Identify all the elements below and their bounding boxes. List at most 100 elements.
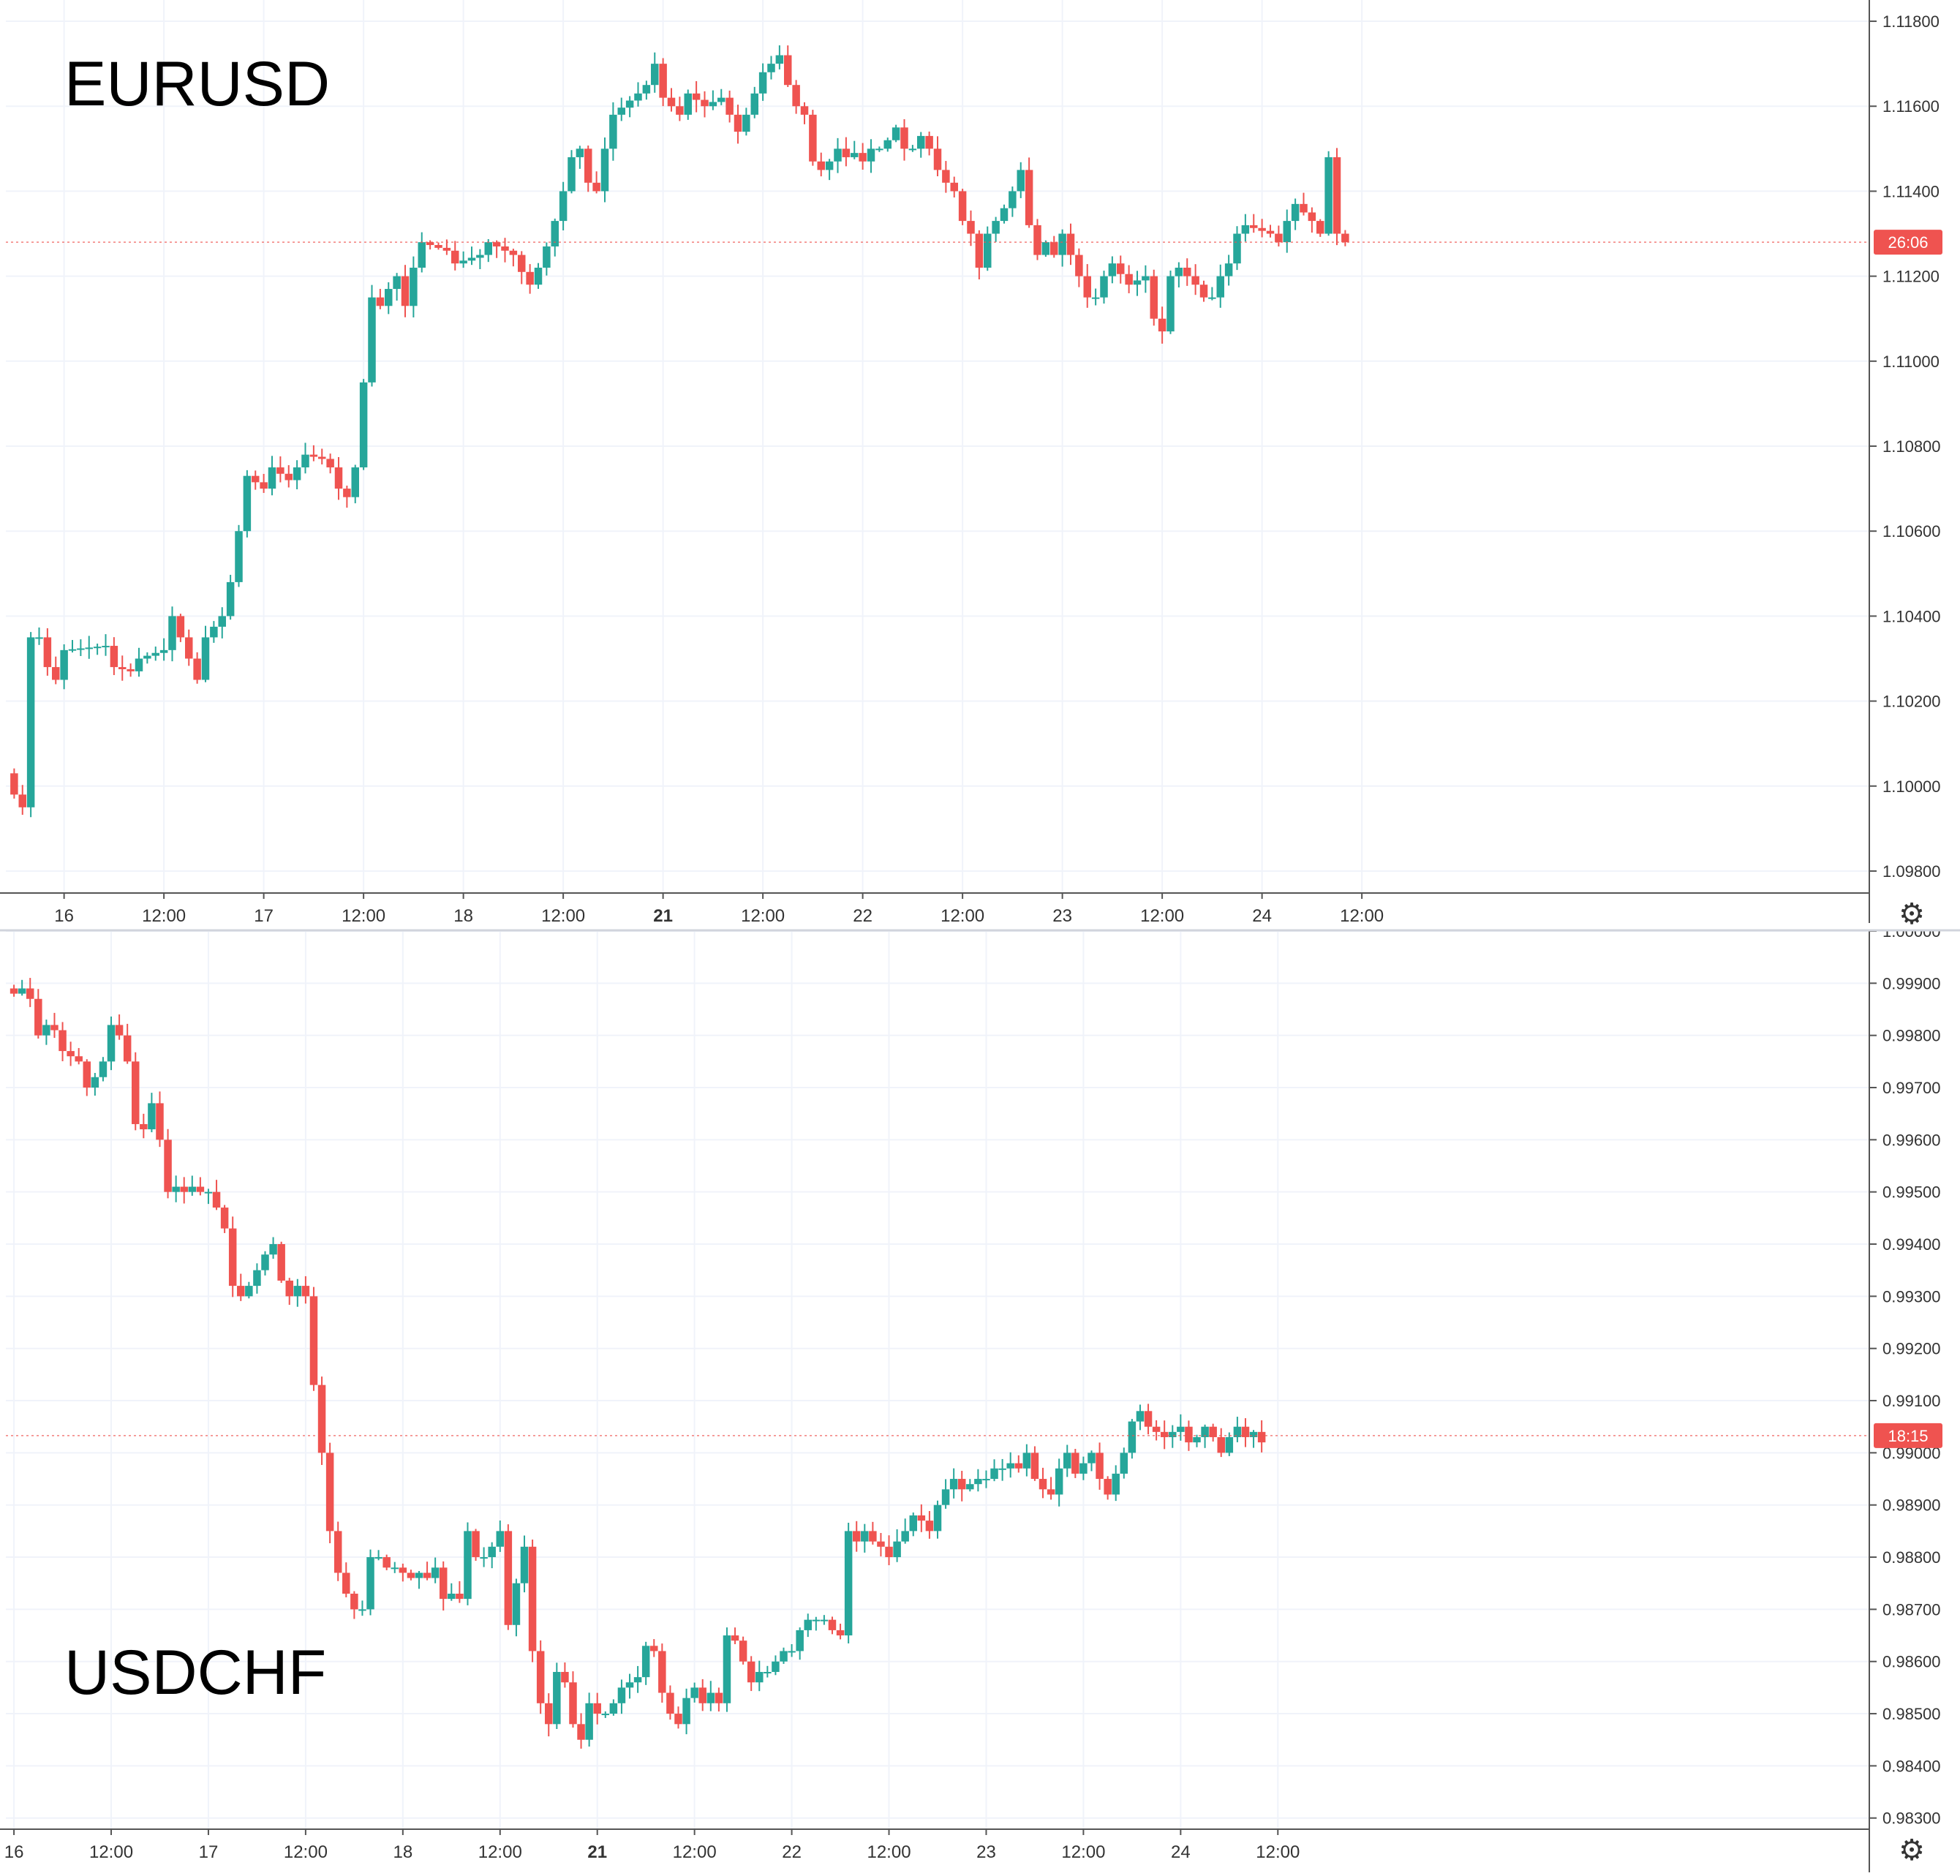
candle [901,1518,909,1544]
candle-body [172,1186,180,1192]
candle [1058,229,1066,267]
candle [285,1278,293,1306]
candle [625,96,634,118]
candle-body [204,1191,213,1194]
candle-body [772,1661,780,1672]
candle [877,1533,885,1557]
candle-body [488,1546,496,1558]
gear-icon[interactable]: ⚙ [1899,897,1925,931]
candle [83,1059,91,1096]
candle-body [1014,1463,1023,1469]
candle-body [869,1531,877,1542]
candle-body [1250,225,1258,228]
candle-body [593,1703,601,1714]
candle-body [1275,233,1283,243]
candle-body [50,1025,59,1031]
candle [750,86,758,118]
candle [834,138,842,173]
candle-body [1000,208,1009,222]
candle [399,1563,407,1582]
candle [1050,236,1058,258]
candle [1324,151,1333,236]
candle-body [767,64,775,72]
candle [942,161,950,193]
candle-body [99,1061,108,1077]
usdchf-symbol-label: USDCHF [64,1638,327,1708]
candle [758,63,767,101]
candle [747,1656,755,1692]
candle [592,171,600,194]
candle [1175,262,1183,287]
candle [917,132,925,158]
candle [1063,1444,1071,1477]
candle [725,90,734,123]
candle-body [1120,1453,1128,1474]
candle [42,1020,50,1045]
candle-body [992,221,1000,234]
candle [185,629,193,666]
candle-body [1104,1479,1112,1495]
candle [526,264,534,294]
price-tick-label: 0.98400 [1882,1757,1941,1775]
candle-body [382,1557,391,1568]
candle [472,1529,480,1562]
candle-body [692,93,701,100]
candle-body [666,1692,674,1714]
candle-body [407,1572,415,1578]
candle-body [859,153,867,162]
candle-body [431,1567,440,1578]
candle [772,1655,780,1676]
candle-body [1066,233,1075,255]
price-tick-label: 0.99200 [1882,1340,1941,1358]
candle [585,1692,593,1747]
candle-body [809,114,817,162]
candle-body [966,1484,974,1490]
candle [410,256,418,318]
candle [742,108,750,136]
candle-body [576,148,584,157]
candle-body [1169,1431,1177,1437]
candle-body [651,64,659,86]
candle-body [60,649,68,680]
candle-body [747,1661,755,1683]
candle [518,251,526,285]
candle [218,607,226,638]
candle [164,1129,172,1199]
candle-body [393,276,401,290]
candle [325,1442,334,1543]
candle-body [143,655,151,659]
candle-body [755,1671,764,1683]
candle-body [561,1671,569,1683]
candle-body [1063,1453,1071,1469]
candle [1291,198,1300,230]
candle [385,282,393,314]
candle-body [132,1061,140,1124]
candle [1071,1449,1079,1478]
candle [553,1662,561,1729]
candle-body [243,475,252,532]
candle [293,1278,302,1307]
gear-icon[interactable]: ⚙ [1899,1834,1925,1867]
candle [709,90,717,110]
candle-body [917,135,925,149]
candle-body [1233,1426,1242,1437]
candle [77,639,85,656]
candle-body [534,268,543,285]
price-badge-label: 26:06 [1888,233,1928,252]
candle [998,1458,1006,1481]
candle-body [701,99,709,107]
candle [35,627,43,645]
candle-body [1193,1436,1201,1443]
candle-body [967,221,975,234]
candle-body [585,1703,593,1740]
candle-body [10,773,18,795]
candle [1275,225,1283,246]
candle-body [796,1630,804,1651]
candle-body [784,55,792,86]
candle-body [1308,212,1316,222]
candle [464,1522,472,1605]
candle [210,621,218,643]
candle-body [892,127,900,140]
candle [318,448,326,465]
candle [1039,1467,1047,1499]
